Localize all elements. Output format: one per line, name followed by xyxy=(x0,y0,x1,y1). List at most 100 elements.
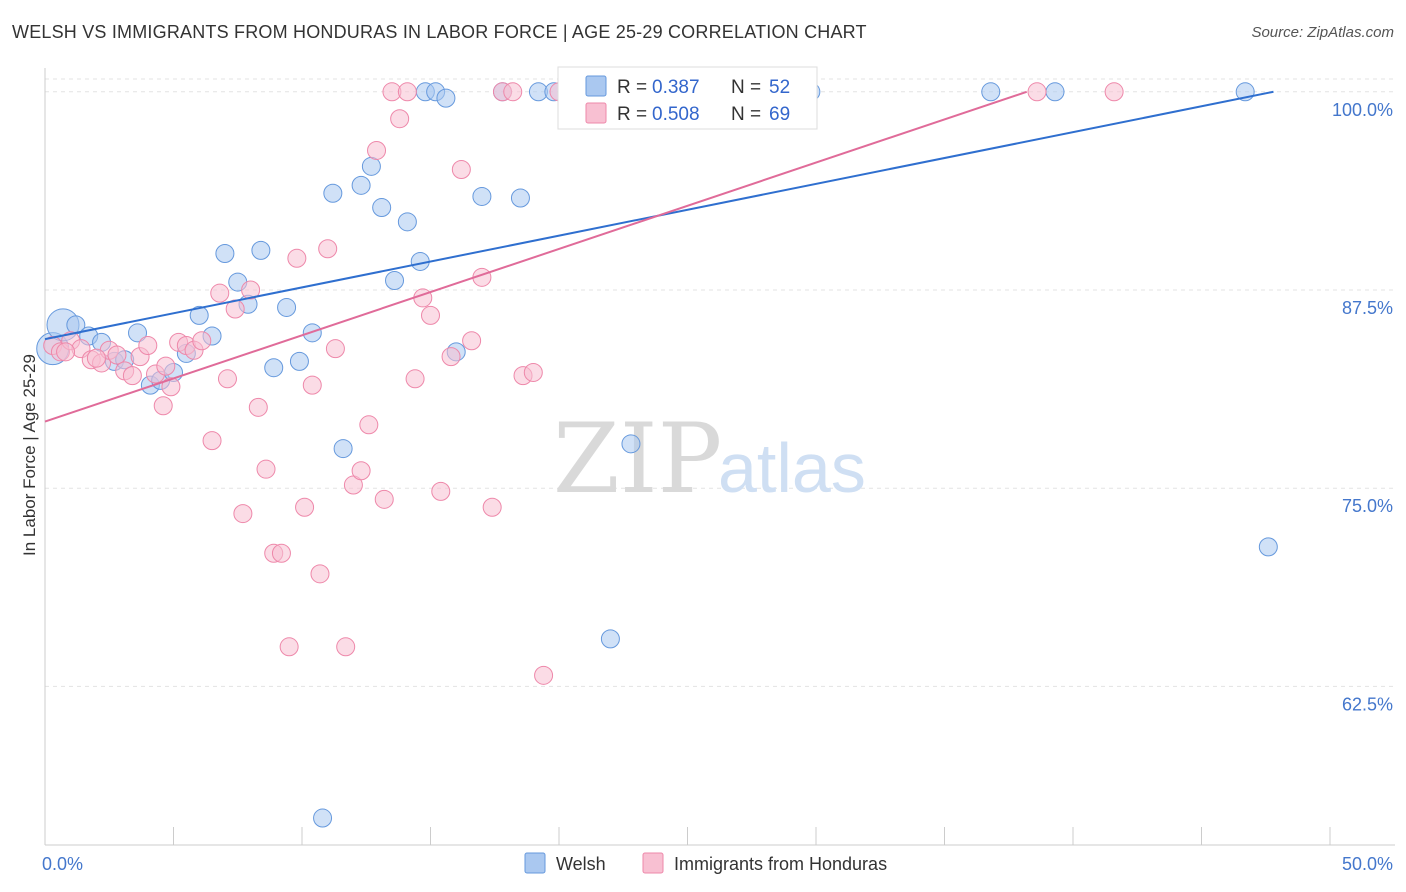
point-honduras-20 xyxy=(202,431,222,451)
points-layer xyxy=(36,82,1278,828)
point-honduras-13 xyxy=(153,396,173,416)
legend-r-label-welsh: R = xyxy=(617,77,647,98)
point-honduras-54 xyxy=(482,497,502,517)
point-welsh-22 xyxy=(313,808,333,828)
point-honduras-14 xyxy=(161,377,181,397)
point-honduras-25 xyxy=(241,280,261,300)
bottom-legend-swatch-honduras xyxy=(642,852,664,874)
point-welsh-20 xyxy=(289,351,309,371)
point-welsh-23 xyxy=(323,183,343,203)
y-tick-label-3: 100.0% xyxy=(1332,100,1393,120)
point-honduras-34 xyxy=(310,564,330,584)
point-welsh-33 xyxy=(436,88,456,108)
legend-r-value-welsh: 0.387 xyxy=(652,77,700,98)
point-welsh-35 xyxy=(472,186,492,206)
legend-n-label-welsh: N = xyxy=(731,77,761,98)
point-honduras-67 xyxy=(56,342,76,362)
point-honduras-41 xyxy=(367,140,387,160)
point-honduras-48 xyxy=(421,305,440,325)
point-welsh-7 xyxy=(128,323,148,343)
point-honduras-40 xyxy=(359,415,379,435)
legend-r-value-honduras: 0.508 xyxy=(652,104,700,125)
point-honduras-33 xyxy=(302,375,322,395)
point-honduras-26 xyxy=(248,397,268,417)
point-honduras-27 xyxy=(256,459,276,479)
trend-layer xyxy=(44,90,1274,423)
point-honduras-18 xyxy=(192,331,212,351)
watermark: ZIP atlas xyxy=(553,403,866,515)
watermark-atlas: atlas xyxy=(718,429,866,507)
trendline-honduras xyxy=(44,90,1028,423)
y-axis-label: In Labor Force | Age 25-29 xyxy=(20,354,39,556)
bottom-legend-label-honduras: Immigrants from Honduras xyxy=(674,854,887,874)
watermark-zip: ZIP xyxy=(553,403,722,515)
point-welsh-17 xyxy=(251,240,271,260)
point-honduras-11 xyxy=(138,336,158,355)
point-honduras-59 xyxy=(534,665,554,685)
y-tick-label-1: 75.0% xyxy=(1342,496,1393,516)
point-honduras-50 xyxy=(441,347,461,367)
point-welsh-24 xyxy=(333,439,353,459)
legend-n-label-honduras: N = xyxy=(731,104,761,125)
point-honduras-29 xyxy=(271,543,291,563)
grid-layer xyxy=(45,78,1395,687)
point-honduras-49 xyxy=(431,481,451,501)
chart-title: WELSH VS IMMIGRANTS FROM HONDURAS IN LAB… xyxy=(12,22,867,42)
point-welsh-12 xyxy=(189,305,209,325)
point-honduras-45 xyxy=(397,82,417,102)
point-honduras-36 xyxy=(325,339,345,359)
point-honduras-44 xyxy=(390,109,410,129)
point-honduras-39 xyxy=(351,461,371,481)
bottom-legend-label-welsh: Welsh xyxy=(556,854,606,874)
point-honduras-46 xyxy=(405,369,425,389)
point-honduras-32 xyxy=(295,497,315,517)
point-honduras-52 xyxy=(462,331,482,351)
point-honduras-35 xyxy=(318,239,338,259)
bottom-legend: Welsh Immigrants from Honduras xyxy=(524,852,887,874)
point-honduras-42 xyxy=(374,489,394,509)
point-welsh-37 xyxy=(510,188,530,208)
point-honduras-19 xyxy=(156,356,176,376)
legend-swatch-welsh xyxy=(585,75,607,97)
point-honduras-56 xyxy=(503,82,523,102)
x-tick-label-0: 0.0% xyxy=(42,854,83,874)
point-welsh-14 xyxy=(215,244,235,264)
legend-swatch-honduras xyxy=(585,102,607,124)
top-legend: R = 0.387 N = 52 R = 0.508 N = 69 xyxy=(557,66,818,130)
axis-layer xyxy=(44,68,1395,846)
legend-n-value-honduras: 69 xyxy=(769,104,790,125)
point-honduras-51 xyxy=(451,159,471,179)
point-welsh-19 xyxy=(277,297,297,317)
point-honduras-22 xyxy=(217,369,237,389)
point-honduras-9 xyxy=(122,366,142,386)
point-welsh-28 xyxy=(385,270,405,290)
point-welsh-51 xyxy=(1258,537,1278,557)
bottom-legend-swatch-welsh xyxy=(524,852,546,874)
point-welsh-29 xyxy=(397,212,417,232)
point-honduras-21 xyxy=(210,283,230,303)
point-welsh-18 xyxy=(264,358,284,378)
point-honduras-31 xyxy=(287,248,307,268)
point-welsh-27 xyxy=(372,198,392,218)
point-welsh-25 xyxy=(351,175,371,195)
x-tick-label-1: 50.0% xyxy=(1342,854,1393,874)
point-honduras-30 xyxy=(279,637,299,657)
point-honduras-24 xyxy=(233,504,253,524)
point-honduras-7 xyxy=(107,345,127,365)
ticks-layer: 62.5% 75.0% 87.5% 100.0% 0.0% 50.0% xyxy=(42,100,1393,874)
point-welsh-48 xyxy=(981,82,1001,102)
legend-n-value-welsh: 52 xyxy=(769,77,790,98)
point-honduras-66 xyxy=(1104,82,1124,102)
point-honduras-68 xyxy=(86,348,106,368)
chart-source: Source: ZipAtlas.com xyxy=(1251,24,1394,41)
y-tick-label-0: 62.5% xyxy=(1342,694,1393,714)
point-welsh-42 xyxy=(621,434,641,454)
point-welsh-41 xyxy=(600,629,620,649)
point-honduras-58 xyxy=(523,362,543,382)
point-welsh-49 xyxy=(1045,82,1065,102)
point-honduras-37 xyxy=(336,637,356,657)
legend-r-label-honduras: R = xyxy=(617,104,647,125)
point-welsh-26 xyxy=(361,156,381,176)
point-honduras-65 xyxy=(1027,82,1047,102)
